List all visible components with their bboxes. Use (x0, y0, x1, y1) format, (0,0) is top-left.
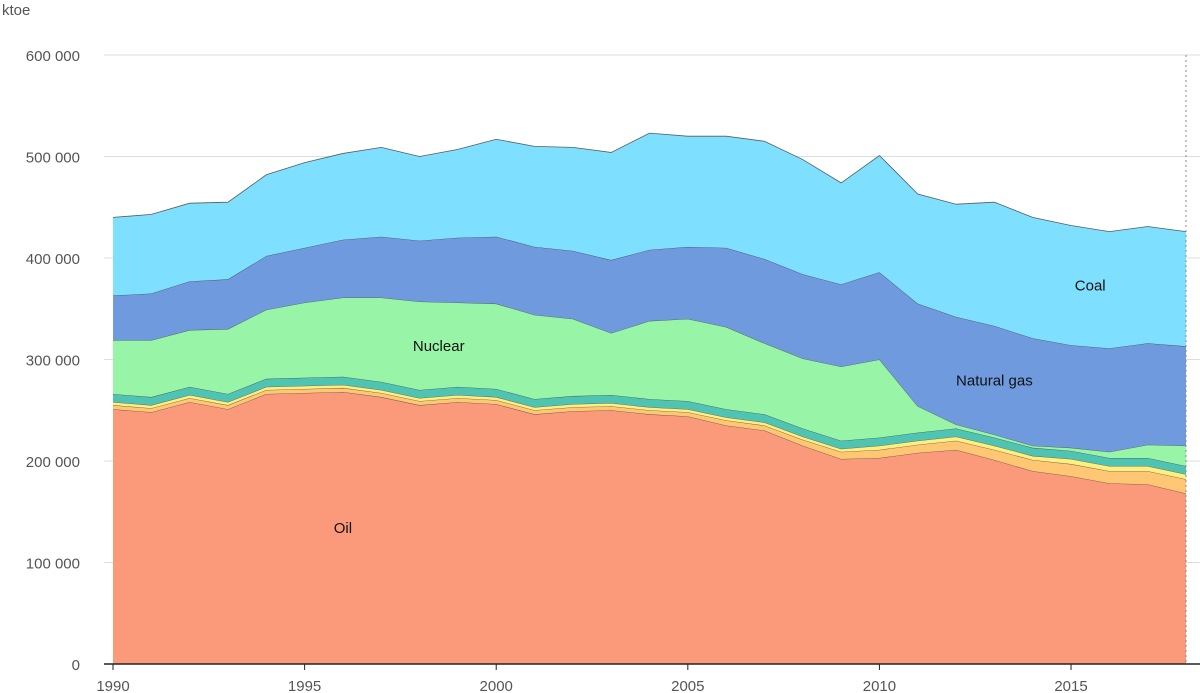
x-tick-label: 1990 (96, 678, 129, 693)
y-tick-label: 200 000 (26, 454, 80, 471)
area-series-4 (113, 297, 1186, 467)
area-series-0 (113, 391, 1186, 664)
x-tick-label: 2015 (1054, 678, 1087, 693)
area-label: Coal (1075, 277, 1106, 294)
stacked-areas (112, 132, 1187, 664)
area-label: Natural gas (956, 372, 1033, 389)
y-tick-label: 300 000 (26, 353, 80, 370)
x-tick-label: 2000 (480, 678, 513, 693)
area-series-6 (113, 133, 1186, 349)
axes: 0 100 000 200 000 300 000 400 000 500 000 600 … (26, 48, 1200, 693)
y-axis-unit: ktoe (2, 2, 30, 19)
x-tick-label: 1995 (288, 678, 321, 693)
area-label: Oil (334, 520, 352, 537)
y-tick-label: 0 (72, 657, 80, 674)
y-tick-label: 600 000 (26, 48, 80, 65)
area-labels: Oil Nuclear Natural gas Coal (334, 277, 1106, 537)
y-tick-label: 100 000 (26, 556, 80, 573)
y-tick-label: 400 000 (26, 251, 80, 268)
x-tick-label: 2005 (671, 678, 704, 693)
area-edge-6 (112, 132, 1187, 233)
x-tick-label: 2010 (863, 678, 896, 693)
area-label: Nuclear (413, 338, 465, 355)
area-series-5 (113, 236, 1186, 452)
y-tick-label: 500 000 (26, 150, 80, 167)
